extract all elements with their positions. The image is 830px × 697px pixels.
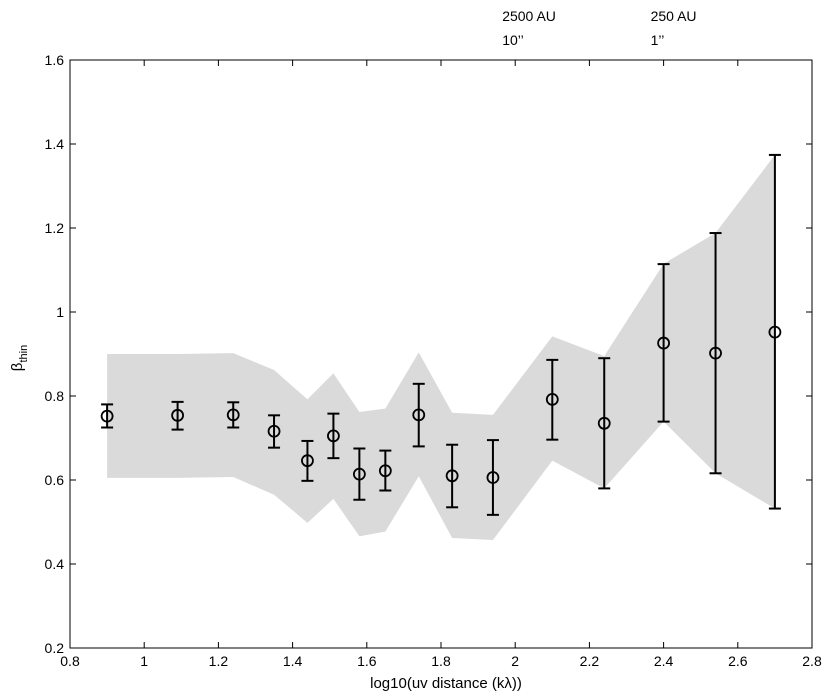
y-tick-label: 0.2 [45,640,65,656]
data-point [597,416,611,430]
top-axis-label-angle: 1’’ [651,32,665,48]
x-tick-label: 2.4 [654,653,674,669]
data-point [412,408,426,422]
y-tick-label: 0.4 [45,556,65,572]
x-tick-label: 1.8 [431,653,451,669]
data-point [226,408,240,422]
data-point [657,336,670,350]
y-axis-title-main: β [9,362,26,371]
y-tick-label: 1.2 [45,220,65,236]
top-axis-label-distance: 2500 AU [502,8,556,24]
top-axis-label-distance: 250 AU [651,8,697,24]
data-point [171,408,184,422]
data-point [709,346,722,360]
data-point [445,469,459,483]
y-tick-label: 1.4 [45,136,65,152]
x-axis-title: log10(uv distance (kλ)) [370,675,522,692]
data-point [301,454,314,468]
x-tick-label: 2.6 [728,653,748,669]
data-point [100,409,114,423]
x-tick-label: 2.2 [580,653,600,669]
uncertainty-band [107,154,775,541]
x-tick-label: 0.8 [60,653,80,669]
data-point [327,429,340,443]
tick-label-layer: 0.8 1 1.2 1.4 1.6 1.8 2 2.2 2.4 2.6 2.8 0.2 0.4 0.6 0.… [45,52,822,669]
data-point [768,325,782,339]
data-point [545,392,559,406]
data-point [378,464,392,478]
x-tick-label: 2 [511,653,519,669]
data-point [352,467,366,481]
x-tick-label: 2.8 [802,653,822,669]
x-tick-label: 1.2 [209,653,229,669]
y-axis-title: βthin [9,345,30,371]
y-tick-label: 1 [56,304,64,320]
tick-layer [69,59,813,649]
top-axis-label-layer: 2500 AU 10’’ 250 AU 1’’ [502,8,696,48]
marker-layer [100,325,782,484]
x-tick-label: 1.4 [283,653,303,669]
y-tick-label: 1.6 [45,52,65,68]
data-point [267,424,281,438]
uncertainty-band-layer [107,154,775,541]
y-tick-label: 0.8 [45,388,65,404]
x-tick-label: 1 [140,653,148,669]
data-point [486,471,500,484]
y-tick-label: 0.6 [45,472,65,488]
errorbar-layer [101,153,781,516]
x-tick-label: 1.6 [357,653,377,669]
top-axis-label-angle: 10’’ [502,32,524,48]
y-axis-title-subscript: thin [18,345,30,363]
